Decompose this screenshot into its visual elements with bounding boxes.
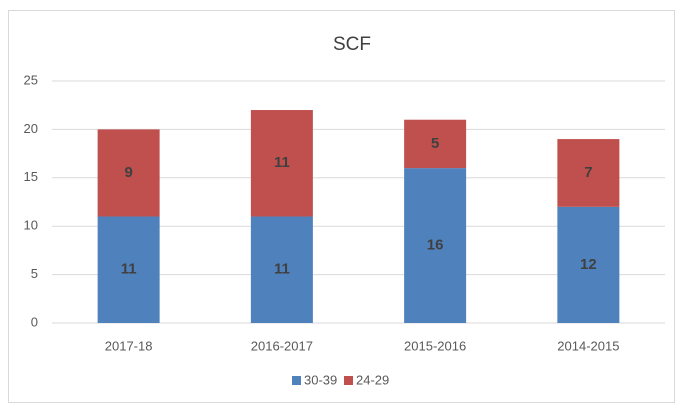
y-tick-label: 20 xyxy=(24,121,38,136)
data-label: 11 xyxy=(274,154,290,171)
y-tick-label: 15 xyxy=(24,169,38,184)
x-tick-label: 2017-18 xyxy=(105,338,153,353)
data-label: 9 xyxy=(124,164,132,181)
x-tick-label: 2015-2016 xyxy=(404,338,466,353)
bar-segment xyxy=(97,216,160,323)
bar-segment xyxy=(250,110,313,217)
y-tick-label: 10 xyxy=(24,218,38,233)
legend-swatch xyxy=(292,376,301,385)
y-tick-label: 5 xyxy=(31,266,38,281)
data-label: 5 xyxy=(431,135,439,152)
legend-swatch xyxy=(344,376,353,385)
y-tick-label: 25 xyxy=(24,72,38,87)
data-label: 11 xyxy=(121,261,137,278)
x-tick-label: 2016-2017 xyxy=(251,338,313,353)
legend-label: 30-39 xyxy=(304,372,337,387)
bar-segment xyxy=(404,168,467,323)
bar-segment xyxy=(97,129,160,217)
y-tick-label: 0 xyxy=(31,314,38,329)
legend-label: 24-29 xyxy=(356,372,389,387)
chart-title: SCF xyxy=(333,34,371,55)
bar-segment xyxy=(557,206,620,323)
bar-segment xyxy=(557,139,620,207)
x-tick-label: 2014-2015 xyxy=(557,338,619,353)
data-label: 7 xyxy=(584,164,592,181)
bar-segment xyxy=(250,216,313,323)
data-label: 16 xyxy=(427,237,444,254)
data-label: 12 xyxy=(580,256,597,273)
data-label: 11 xyxy=(274,261,290,278)
bar-segment xyxy=(404,119,467,169)
